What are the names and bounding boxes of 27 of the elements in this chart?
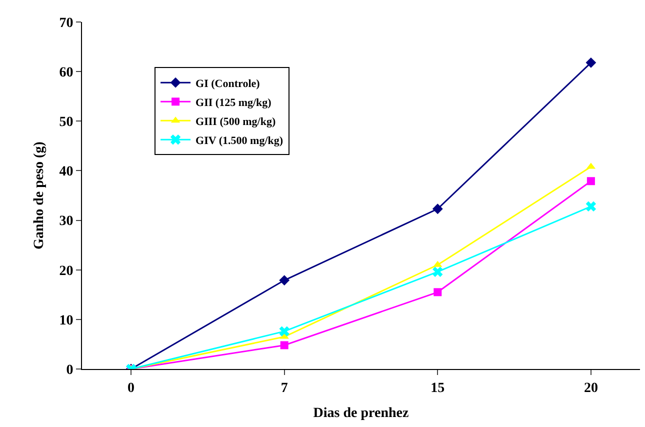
y-tick-label: 60 bbox=[59, 65, 74, 80]
y-tick-label: 30 bbox=[59, 214, 74, 230]
y-tick-label: 10 bbox=[59, 313, 74, 328]
y-tick-label: 50 bbox=[59, 115, 74, 130]
x-tick-label: 15 bbox=[430, 380, 445, 396]
legend-label: GIII (500 mg/kg) bbox=[196, 116, 276, 128]
point bbox=[586, 57, 596, 68]
y-tick-label: 70 bbox=[59, 16, 74, 31]
point bbox=[434, 288, 442, 296]
x-axis-title: Dias de prenhez bbox=[313, 406, 409, 422]
legend-label: GI (Controle) bbox=[196, 78, 260, 90]
point bbox=[279, 326, 290, 336]
y-tick-label: 20 bbox=[59, 264, 74, 279]
legend-label: GIV (1.500 mg/kg) bbox=[196, 134, 284, 147]
point bbox=[432, 266, 443, 277]
x-tick-label: 0 bbox=[128, 380, 135, 396]
y-tick-label: 0 bbox=[66, 362, 74, 378]
legend-label: GII (125 mg/kg) bbox=[196, 96, 272, 109]
point bbox=[280, 341, 288, 350]
point bbox=[586, 201, 596, 212]
point bbox=[586, 177, 595, 186]
x-tick-label: 7 bbox=[280, 380, 288, 396]
x-tick-label: 20 bbox=[584, 380, 598, 396]
point bbox=[432, 204, 443, 214]
point bbox=[279, 275, 290, 286]
y-axis-title: Ganho de peso (g) bbox=[32, 141, 47, 250]
y-tick-label: 40 bbox=[59, 164, 74, 180]
